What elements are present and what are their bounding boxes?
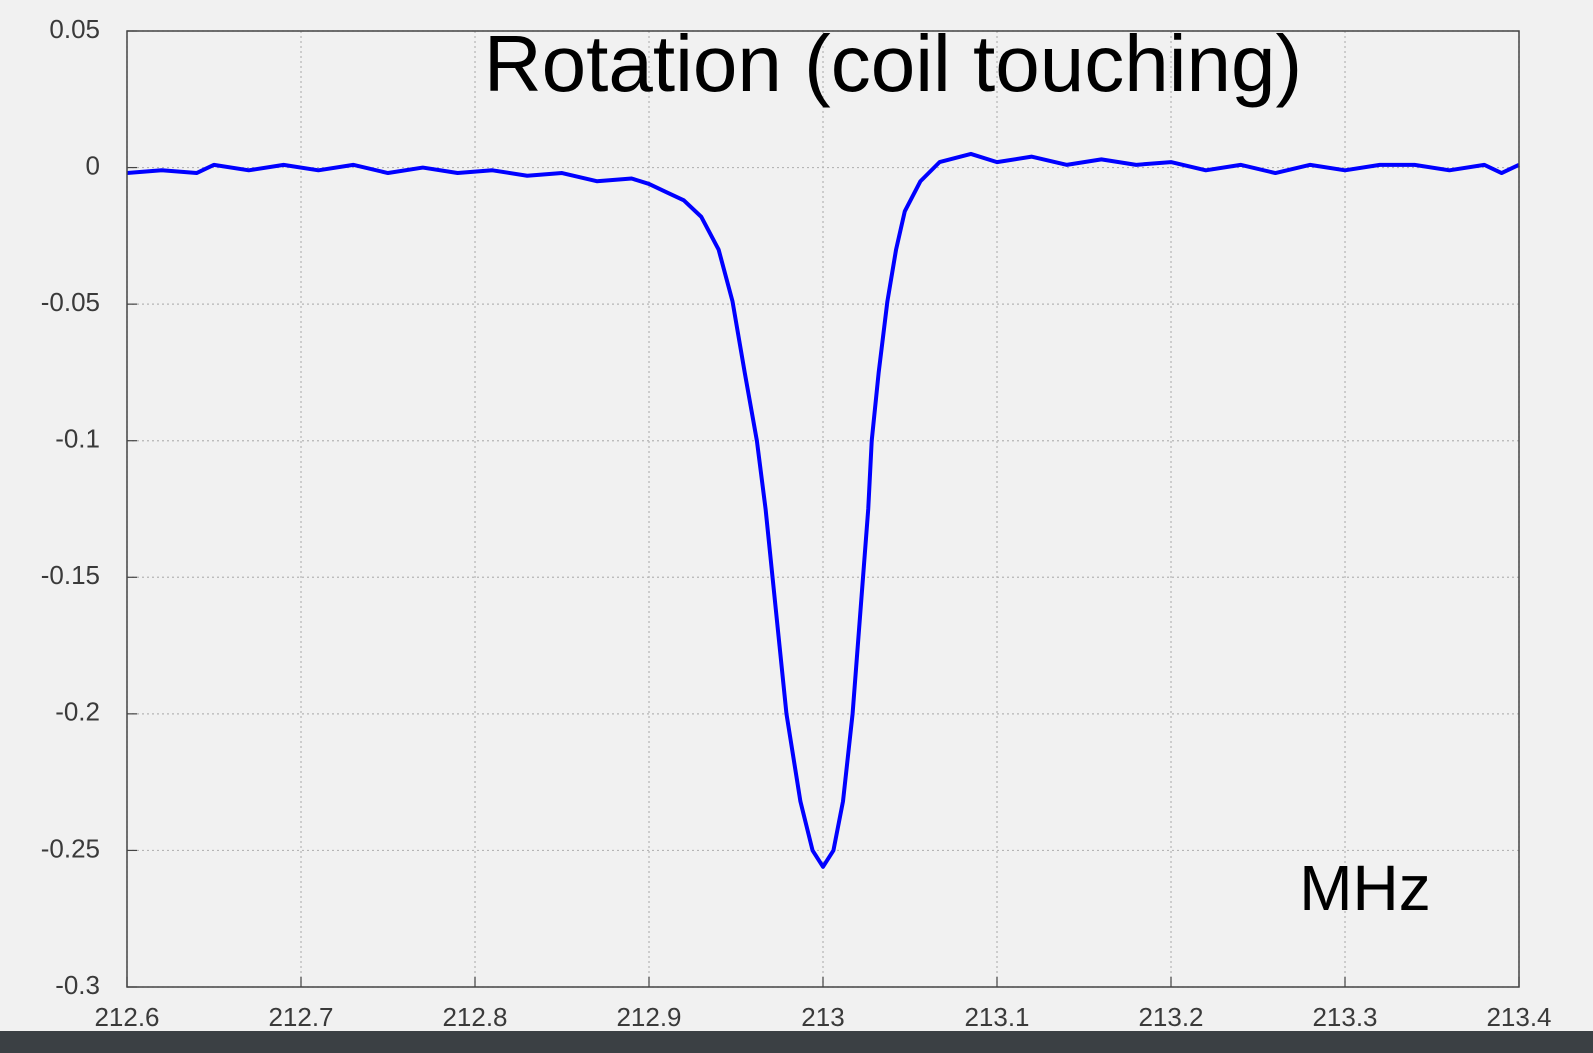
x-tick-label: 213.1: [964, 1002, 1029, 1032]
y-tick-label: -0.15: [41, 560, 100, 590]
y-tick-label: -0.25: [41, 833, 100, 863]
y-tick-label: 0.05: [49, 14, 100, 44]
plot-frame: [126, 30, 1520, 988]
x-tick-label: 212.6: [94, 1002, 159, 1032]
x-tick-label: 213.3: [1312, 1002, 1377, 1032]
bottom-bar: [0, 1031, 1593, 1053]
x-tick-label: 213.4: [1486, 1002, 1551, 1032]
x-tick-label: 212.7: [268, 1002, 333, 1032]
y-tick-label: -0.3: [55, 970, 100, 1000]
y-tick-label: -0.2: [55, 697, 100, 727]
annotation: MHz: [1299, 852, 1431, 924]
x-tick-label: 212.9: [616, 1002, 681, 1032]
chart-title: Rotation (coil touching): [484, 19, 1302, 108]
plot: [126, 151, 1520, 869]
y-tick-label: -0.05: [41, 287, 100, 317]
y-tick-label: 0: [86, 150, 100, 180]
data-line: [126, 151, 1520, 869]
x-tick-label: 213: [801, 1002, 844, 1032]
x-tick-label: 212.8: [442, 1002, 507, 1032]
x-tick-label: 213.2: [1138, 1002, 1203, 1032]
y-tick-label: -0.1: [55, 424, 100, 454]
